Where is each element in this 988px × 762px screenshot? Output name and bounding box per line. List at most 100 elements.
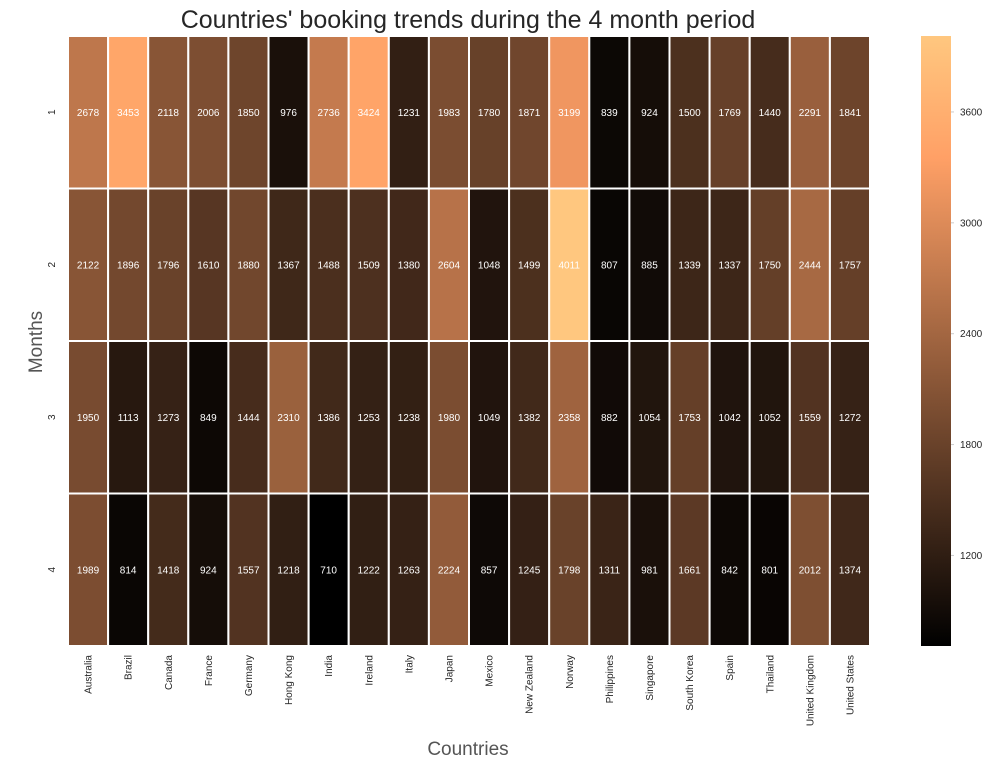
heatmap-cells: 2678 3453 2118 2006 1850 976 2736 3424 1231 1983 1… (67, 35, 872, 647)
heatmap-cell (508, 492, 551, 647)
colorbar-tick-label: 1200 (960, 551, 983, 562)
heatmap-cell (107, 340, 150, 495)
heatmap-cell (588, 492, 631, 647)
x-tick-label: Australia (84, 655, 95, 694)
heatmap-cell (307, 492, 350, 647)
cell-value-label: 1841 (839, 108, 862, 119)
heatmap-cell (187, 492, 230, 647)
cell-value-label: 1796 (157, 260, 180, 271)
cell-value-label: 3199 (558, 108, 581, 119)
cell-value-label: 882 (601, 413, 618, 424)
x-tick-label: Norway (565, 655, 576, 689)
cell-value-label: 1440 (759, 108, 782, 119)
cell-value-label: 1757 (839, 260, 862, 271)
heatmap-cell (307, 340, 350, 495)
cell-value-label: 1769 (719, 108, 742, 119)
cell-value-label: 2291 (799, 108, 822, 119)
heatmap-cell (468, 187, 511, 342)
cell-value-label: 1054 (638, 413, 661, 424)
heatmap-cell (427, 340, 470, 495)
heatmap-cell (668, 187, 711, 342)
cell-value-label: 1950 (77, 413, 100, 424)
cell-value-label: 924 (200, 565, 217, 576)
heatmap-cell (708, 187, 751, 342)
cell-value-label: 981 (641, 565, 658, 576)
cell-value-label: 1049 (478, 413, 501, 424)
cell-value-label: 1488 (318, 260, 341, 271)
x-tick-label: Japan (444, 655, 455, 682)
cell-value-label: 1871 (518, 108, 541, 119)
heatmap-cell (508, 35, 551, 190)
cell-value-label: 814 (120, 565, 137, 576)
x-tick-label: India (324, 655, 335, 677)
heatmap-cell (788, 35, 831, 190)
cell-value-label: 1499 (518, 260, 541, 271)
cell-value-label: 1113 (118, 413, 139, 424)
cell-value-label: 801 (761, 565, 778, 576)
chart-title: Countries' booking trends during the 4 m… (181, 6, 756, 34)
x-tick-label: South Korea (685, 655, 696, 711)
cell-value-label: 1509 (358, 260, 381, 271)
heatmap-cell (227, 340, 270, 495)
heatmap-cell (267, 492, 310, 647)
cell-value-label: 1980 (438, 413, 461, 424)
heatmap-cell (387, 492, 430, 647)
x-tick-label: Spain (725, 655, 736, 681)
x-tick-label: France (204, 655, 215, 687)
cell-value-label: 1661 (678, 565, 701, 576)
heatmap-cell (708, 492, 751, 647)
cell-value-label: 2122 (77, 260, 100, 271)
heatmap-cell (668, 340, 711, 495)
heatmap-cell (628, 492, 671, 647)
cell-value-label: 1989 (77, 565, 100, 576)
cell-value-label: 976 (280, 108, 297, 119)
cell-value-label: 1798 (558, 565, 581, 576)
x-tick-label: New Zealand (525, 655, 536, 714)
cell-value-label: 1418 (157, 565, 180, 576)
heatmap-cell (748, 492, 791, 647)
cell-value-label: 857 (481, 565, 498, 576)
heatmap-cell (788, 492, 831, 647)
cell-value-label: 924 (641, 108, 658, 119)
y-tick-label: 4 (47, 567, 58, 573)
cell-value-label: 842 (721, 565, 738, 576)
cell-value-label: 1042 (719, 413, 742, 424)
cell-value-label: 3424 (358, 108, 381, 119)
cell-value-label: 1231 (398, 108, 421, 119)
cell-value-label: 4011 (558, 260, 580, 271)
heatmap-cell (628, 340, 671, 495)
heatmap-cell (788, 340, 831, 495)
cell-value-label: 1559 (799, 413, 822, 424)
cell-value-label: 1780 (478, 108, 501, 119)
cell-value-label: 1750 (759, 260, 782, 271)
cell-value-label: 2444 (799, 260, 822, 271)
cell-value-label: 1374 (839, 565, 862, 576)
cell-value-label: 2118 (157, 108, 179, 119)
cell-value-label: 1253 (358, 413, 381, 424)
x-tick-label: United Kingdom (805, 655, 816, 726)
cell-value-label: 1048 (478, 260, 501, 271)
cell-value-label: 1850 (237, 108, 260, 119)
cell-value-label: 1380 (398, 260, 421, 271)
x-tick-label: Brazil (124, 655, 135, 680)
cell-value-label: 2006 (197, 108, 220, 119)
heatmap-cell (588, 35, 631, 190)
x-tick-label: Philippines (605, 655, 616, 703)
cell-value-label: 1263 (398, 565, 421, 576)
cell-value-label: 1557 (237, 565, 260, 576)
cell-value-label: 710 (320, 565, 337, 576)
y-tick-labels: 1 2 3 4 (47, 109, 58, 573)
cell-value-label: 2224 (438, 565, 461, 576)
colorbar-tick-label: 3600 (960, 107, 983, 118)
heatmap-cell (67, 492, 110, 647)
cell-value-label: 2604 (438, 260, 461, 271)
cell-value-label: 2678 (77, 108, 100, 119)
x-tick-labels: Australia Brazil Canada France Germany Hong K… (84, 655, 857, 727)
cell-value-label: 3453 (117, 108, 140, 119)
colorbar-tick-label: 1800 (960, 440, 983, 451)
cell-value-label: 2310 (277, 413, 300, 424)
cell-value-label: 1500 (678, 108, 701, 119)
heatmap-cell (307, 187, 350, 342)
heatmap-cell (267, 35, 310, 190)
